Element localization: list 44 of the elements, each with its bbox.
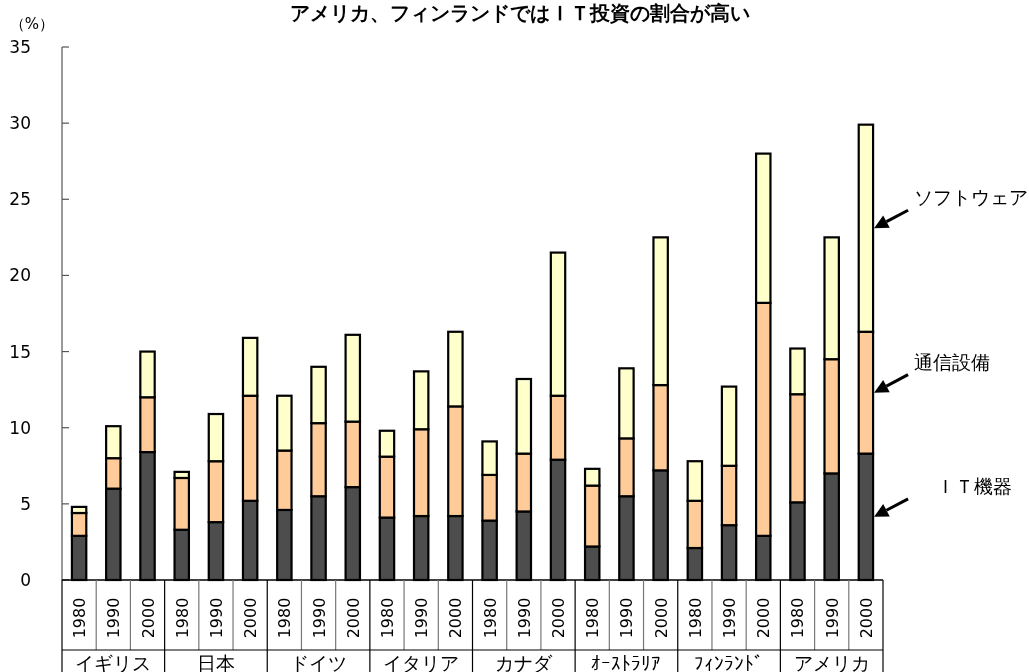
- x-tick-label: 1980: [70, 597, 90, 639]
- text: アメリカ: [793, 652, 870, 672]
- x-tick-label: 2000: [138, 597, 158, 639]
- x-tick-label: 1990: [514, 597, 534, 639]
- x-tick-label: 1990: [412, 597, 432, 639]
- text: ソフトウェア: [914, 186, 1029, 209]
- text: ドイツ: [290, 652, 348, 672]
- x-tick-label: 2000: [343, 597, 363, 639]
- y-tick-label: 25: [9, 189, 31, 210]
- x-tick-label: 2000: [241, 597, 261, 639]
- x-tick-label: 1980: [172, 597, 192, 639]
- x-tick-label: 1980: [480, 597, 500, 639]
- x-tick-label: 2000: [651, 597, 671, 639]
- x-tick-label: 2000: [856, 597, 876, 639]
- x-tick-label: 2000: [754, 597, 774, 639]
- y-tick-label: 15: [9, 341, 31, 362]
- x-tick-label: 1980: [377, 597, 397, 639]
- y-axis-title: （%）: [9, 15, 55, 33]
- y-tick-label: 30: [9, 113, 31, 134]
- x-tick-label: 1990: [206, 597, 226, 639]
- y-tick-label: 20: [9, 265, 31, 286]
- x-tick-label: 1990: [720, 597, 740, 639]
- y-tick-label: 10: [9, 417, 31, 438]
- x-tick-label: 1990: [309, 597, 329, 639]
- text: ﾌｨﾝﾗﾝﾄﾞ: [694, 652, 765, 672]
- text: イタリア: [383, 652, 460, 672]
- x-tick-label: 1990: [617, 597, 637, 639]
- x-tick-label: 1980: [685, 597, 705, 639]
- text: ｵｰｽﾄﾗﾘｱ: [591, 652, 662, 672]
- text: 日本: [196, 652, 235, 672]
- y-tick-label: 0: [20, 570, 31, 590]
- x-tick-label: 2000: [446, 597, 466, 639]
- y-tick-label: 5: [20, 493, 31, 514]
- x-tick-label: 1990: [822, 597, 842, 639]
- x-tick-label: 1980: [275, 597, 295, 639]
- text: ＩＴ機器: [936, 474, 1013, 497]
- text: イギリス: [75, 652, 152, 672]
- y-tick-label: 35: [9, 37, 31, 57]
- x-tick-label: 1990: [104, 597, 124, 639]
- x-tick-label: 1980: [788, 597, 808, 639]
- chart-title: アメリカ、フィンランドではＩＴ投資の割合が高い: [290, 1, 750, 25]
- text: 通信設備: [914, 350, 991, 373]
- x-tick-label: 1980: [583, 597, 603, 639]
- x-tick-label: 2000: [549, 597, 569, 639]
